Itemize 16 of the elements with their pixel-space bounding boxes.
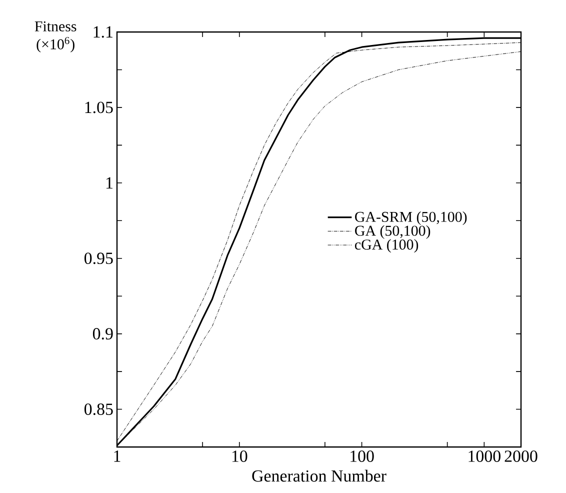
- x-tick-label: 2000: [504, 450, 538, 462]
- x-tick-label: 1000: [468, 450, 500, 462]
- y-tick-label: 0.85: [84, 404, 113, 416]
- x-tick-label: 10: [232, 450, 248, 462]
- y-tick-label: 0.9: [92, 328, 113, 340]
- y-tick-label: 1.05: [85, 102, 113, 114]
- y-tick-label: 1.1: [94, 26, 112, 38]
- legend-label: GA-SRM (50,100): [355, 211, 467, 225]
- legend-label: GA (50,100): [355, 225, 430, 239]
- x-tick-label: 100: [350, 450, 374, 462]
- legend-label: cGA (100): [355, 239, 418, 253]
- y-axis-title: Fitness (×10$^{6}$): [34, 21, 76, 52]
- x-tick-label: 1: [114, 450, 120, 462]
- y-tick-label: 0.95: [84, 252, 113, 264]
- x-axis-title: Generation Number: [252, 470, 386, 482]
- y-tick-label: 1: [106, 177, 112, 188]
